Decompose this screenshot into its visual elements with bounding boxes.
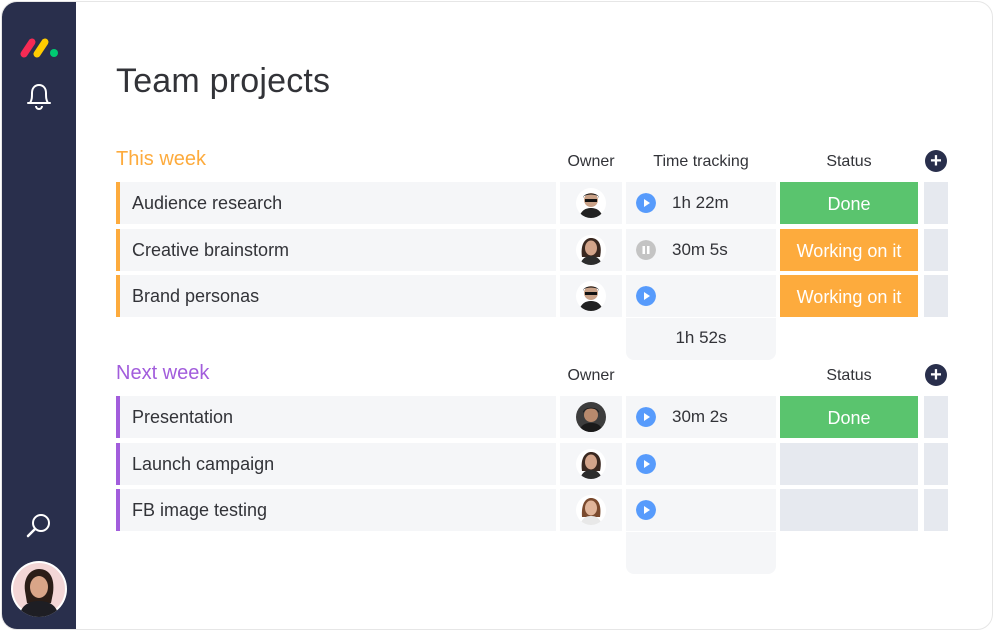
time-tracking-cell[interactable]: 30m 5s <box>626 229 776 271</box>
column-header-owner[interactable]: Owner <box>567 153 615 170</box>
item-name[interactable]: Presentation <box>116 396 556 438</box>
owner-avatar <box>576 449 606 479</box>
owner-cell[interactable] <box>560 229 622 271</box>
time-total: 1h 52s <box>675 328 727 347</box>
pause-icon[interactable] <box>636 240 656 260</box>
owner-avatar <box>576 235 606 265</box>
owner-cell[interactable] <box>560 396 622 438</box>
time-value: 1h 22m <box>672 193 729 212</box>
play-icon[interactable] <box>636 407 656 427</box>
time-summary-cell: 1h 52s <box>626 318 776 360</box>
group-title-next-week[interactable]: Next week <box>116 362 210 384</box>
sidebar <box>2 2 76 629</box>
extra-cell <box>924 182 948 224</box>
time-value: 30m 5s <box>672 240 728 259</box>
status-badge[interactable] <box>780 489 918 531</box>
status-badge[interactable]: Working on it <box>780 275 918 317</box>
time-summary-cell <box>626 532 776 574</box>
owner-cell[interactable] <box>560 275 622 317</box>
extra-cell <box>924 229 948 271</box>
extra-cell <box>924 396 948 438</box>
time-tracking-cell[interactable] <box>626 275 776 317</box>
status-badge[interactable]: Working on it <box>780 229 918 271</box>
time-tracking-cell[interactable]: 1h 22m <box>626 182 776 224</box>
owner-avatar <box>576 495 606 525</box>
owner-cell[interactable] <box>560 489 622 531</box>
column-header-owner[interactable]: Owner <box>567 367 615 384</box>
extra-cell <box>924 489 948 531</box>
item-name[interactable]: Launch campaign <box>116 443 556 485</box>
add-column-icon[interactable]: + <box>925 150 947 172</box>
status-badge[interactable]: Done <box>780 396 918 438</box>
extra-cell <box>924 275 948 317</box>
monday-logo-icon[interactable] <box>18 34 62 60</box>
owner-avatar <box>576 402 606 432</box>
play-icon[interactable] <box>636 193 656 213</box>
search-icon[interactable] <box>24 510 54 542</box>
owner-cell[interactable] <box>560 182 622 224</box>
group-title-this-week[interactable]: This week <box>116 148 207 170</box>
play-icon[interactable] <box>636 500 656 520</box>
play-icon[interactable] <box>636 286 656 306</box>
item-name[interactable]: FB image testing <box>116 489 556 531</box>
bell-icon[interactable] <box>24 80 54 112</box>
item-name[interactable]: Brand personas <box>116 275 556 317</box>
owner-avatar <box>576 188 606 218</box>
item-name[interactable]: Audience research <box>116 182 556 224</box>
owner-cell[interactable] <box>560 443 622 485</box>
page-title: Team projects <box>116 62 331 100</box>
owner-avatar <box>576 281 606 311</box>
column-header-status[interactable]: Status <box>826 153 872 170</box>
item-name[interactable]: Creative brainstorm <box>116 229 556 271</box>
status-badge[interactable] <box>780 443 918 485</box>
add-column-icon[interactable]: + <box>925 364 947 386</box>
time-tracking-cell[interactable]: 30m 2s <box>626 396 776 438</box>
play-icon[interactable] <box>636 454 656 474</box>
time-tracking-cell[interactable] <box>626 443 776 485</box>
column-header-time-tracking[interactable]: Time tracking <box>653 153 749 170</box>
column-header-status[interactable]: Status <box>826 367 872 384</box>
user-avatar[interactable] <box>11 561 67 617</box>
extra-cell <box>924 443 948 485</box>
time-value: 30m 2s <box>672 407 728 426</box>
status-badge[interactable]: Done <box>780 182 918 224</box>
time-tracking-cell[interactable] <box>626 489 776 531</box>
